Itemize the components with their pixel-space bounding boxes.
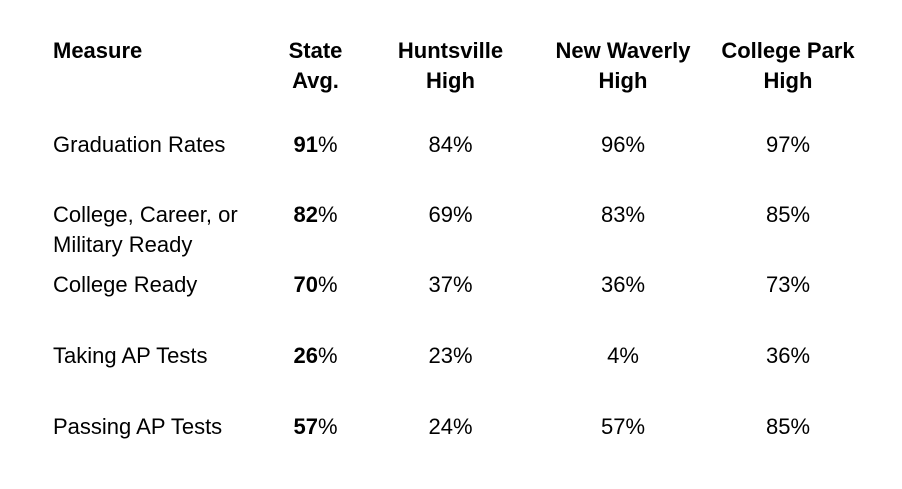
huntsville-value: 24% <box>428 414 473 439</box>
percent-sign: % <box>317 343 338 368</box>
column-header-label: High <box>763 68 813 93</box>
column-header-label: New Waverly <box>555 38 691 63</box>
new-waverly-value: 96% <box>600 132 646 157</box>
measure-label: Military Ready <box>53 232 193 257</box>
measure-label: College Ready <box>53 272 198 297</box>
measure-cell: Graduation Rates <box>53 130 283 200</box>
measure-cell: Passing AP Tests <box>53 412 283 442</box>
college-park-value: 85% <box>765 202 811 227</box>
column-header-state-avg: State Avg. <box>283 36 348 130</box>
new-waverly-value: 57% <box>600 414 646 439</box>
state-avg-number: 26 <box>293 343 318 368</box>
percent-sign: % <box>317 202 338 227</box>
measure-cell: College, Career, or Military Ready <box>53 200 283 270</box>
new-waverly-value: 83% <box>600 202 646 227</box>
huntsville-value: 84% <box>428 132 473 157</box>
column-header-label: Avg. <box>292 68 339 93</box>
measure-label: Passing AP Tests <box>53 414 223 439</box>
state-avg-value: 26% <box>283 341 348 412</box>
column-header-college-park-high: College Park High <box>693 36 883 130</box>
college-park-value: 85% <box>765 414 811 439</box>
state-avg-number: 70 <box>293 272 318 297</box>
measure-label: College, Career, or <box>53 202 238 227</box>
new-waverly-value: 4% <box>607 343 639 368</box>
percent-sign: % <box>317 132 338 157</box>
college-park-value: 97% <box>765 132 811 157</box>
huntsville-value: 69% <box>428 202 473 227</box>
column-header-label: Measure <box>53 38 143 63</box>
state-avg-number: 91 <box>293 132 318 157</box>
new-waverly-value: 36% <box>600 272 646 297</box>
school-comparison-table: Measure State Avg. Huntsville High New W… <box>53 36 883 442</box>
state-avg-number: 82 <box>293 202 318 227</box>
huntsville-value: 23% <box>428 343 473 368</box>
state-avg-value: 57% <box>283 412 348 442</box>
column-header-label: State <box>288 38 343 63</box>
state-avg-value: 91% <box>283 130 348 200</box>
column-header-huntsville-high: Huntsville High <box>348 36 553 130</box>
state-avg-value: 82% <box>283 200 348 270</box>
column-header-label: Huntsville <box>397 38 504 63</box>
college-park-value: 73% <box>765 272 811 297</box>
huntsville-value: 37% <box>428 272 473 297</box>
state-avg-number: 57 <box>293 414 318 439</box>
column-header-label: High <box>426 68 475 93</box>
percent-sign: % <box>317 414 338 439</box>
column-header-new-waverly-high: New Waverly High <box>553 36 693 130</box>
measure-cell: Taking AP Tests <box>53 341 283 412</box>
column-header-label: College Park <box>721 38 855 63</box>
measure-label: Taking AP Tests <box>53 343 208 368</box>
measure-cell: College Ready <box>53 270 283 341</box>
state-avg-value: 70% <box>283 270 348 341</box>
college-park-value: 36% <box>765 343 811 368</box>
column-header-measure: Measure <box>53 36 283 130</box>
column-header-label: High <box>598 68 648 93</box>
measure-label: Graduation Rates <box>53 132 226 157</box>
percent-sign: % <box>317 272 338 297</box>
